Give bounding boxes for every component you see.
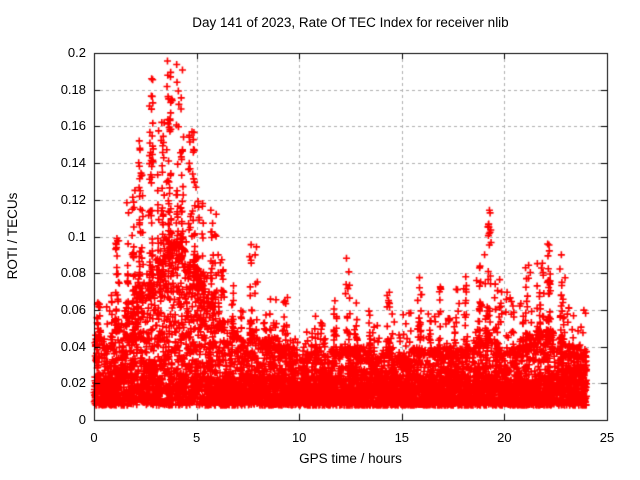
x-axis-label: GPS time / hours — [299, 451, 402, 466]
y-tick-label: 0.16 — [60, 118, 86, 134]
x-tick-label: 25 — [599, 430, 615, 445]
y-tick-label: 0 — [78, 412, 86, 427]
y-tick-label: 0.2 — [67, 45, 86, 60]
x-tick-label: 10 — [291, 430, 307, 445]
y-tick-label: 0.04 — [60, 338, 86, 354]
x-tick-label: 0 — [90, 430, 98, 445]
chart-title: Day 141 of 2023, Rate Of TEC Index for r… — [192, 15, 509, 30]
x-tick-label: 15 — [394, 430, 410, 445]
x-tick-label: 5 — [192, 430, 201, 445]
y-tick-label: 0.02 — [60, 375, 86, 391]
y-tick-label: 0.1 — [67, 228, 86, 244]
y-tick-label: 0.18 — [60, 81, 86, 97]
y-tick-label: 0.12 — [60, 191, 86, 207]
y-tick-label: 0.06 — [60, 301, 86, 317]
y-tick-label: 0.14 — [60, 155, 86, 171]
x-tick-label: 20 — [497, 430, 512, 445]
y-tick-label: 0.08 — [60, 265, 86, 281]
